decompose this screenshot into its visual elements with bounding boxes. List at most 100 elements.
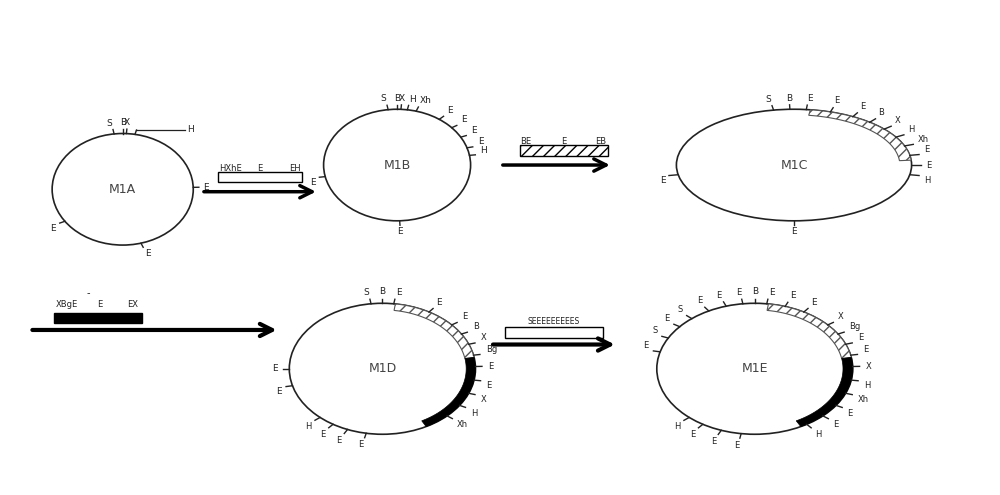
Text: M1E: M1E bbox=[742, 362, 768, 375]
Bar bbox=[54, 312, 142, 323]
Text: E: E bbox=[462, 312, 467, 321]
Text: E: E bbox=[833, 420, 838, 430]
Text: E: E bbox=[320, 430, 325, 439]
Text: E: E bbox=[471, 126, 477, 135]
Text: S: S bbox=[381, 95, 386, 103]
Text: X: X bbox=[481, 333, 486, 342]
Text: E: E bbox=[488, 362, 493, 371]
Text: HXhE: HXhE bbox=[219, 164, 241, 173]
Text: E: E bbox=[358, 440, 363, 449]
Text: E: E bbox=[257, 164, 263, 173]
Text: E: E bbox=[397, 227, 403, 236]
Text: SEEEEEEEEES: SEEEEEEEEES bbox=[528, 317, 580, 326]
Text: E: E bbox=[461, 115, 467, 124]
Text: E: E bbox=[436, 297, 442, 306]
Text: EX: EX bbox=[128, 300, 139, 309]
Text: H: H bbox=[674, 422, 680, 431]
Text: X: X bbox=[124, 118, 130, 127]
Text: Bg: Bg bbox=[849, 322, 861, 331]
Bar bbox=[520, 145, 608, 156]
Text: H: H bbox=[908, 125, 914, 134]
Text: E: E bbox=[561, 137, 566, 146]
Polygon shape bbox=[796, 357, 853, 427]
Text: E: E bbox=[811, 297, 817, 306]
Text: S: S bbox=[766, 95, 771, 104]
Text: B: B bbox=[379, 287, 385, 297]
Text: B: B bbox=[786, 94, 793, 103]
Text: E: E bbox=[858, 333, 863, 342]
Text: E: E bbox=[791, 227, 797, 236]
Text: Xh: Xh bbox=[420, 97, 432, 105]
Text: E: E bbox=[790, 291, 795, 300]
Text: X: X bbox=[865, 362, 871, 371]
Text: E: E bbox=[486, 381, 492, 390]
Text: H: H bbox=[815, 430, 821, 439]
Text: X: X bbox=[399, 94, 405, 103]
Text: E: E bbox=[860, 102, 865, 111]
Bar bbox=[218, 172, 302, 183]
Text: H: H bbox=[924, 176, 930, 185]
Text: B: B bbox=[878, 108, 884, 117]
Bar bbox=[505, 327, 603, 338]
Text: E: E bbox=[50, 224, 56, 233]
Text: E: E bbox=[337, 436, 342, 445]
Text: M1A: M1A bbox=[109, 183, 136, 196]
Text: E: E bbox=[664, 314, 670, 323]
Text: E: E bbox=[847, 409, 853, 418]
Text: M1D: M1D bbox=[368, 362, 397, 375]
Text: S: S bbox=[652, 327, 657, 336]
Text: E: E bbox=[769, 288, 774, 297]
Text: E: E bbox=[716, 291, 722, 299]
Text: E: E bbox=[643, 342, 649, 350]
Text: B: B bbox=[752, 287, 758, 297]
Text: E: E bbox=[203, 183, 209, 192]
Text: X: X bbox=[481, 396, 486, 404]
Text: S: S bbox=[363, 288, 369, 297]
Text: E: E bbox=[310, 178, 315, 187]
Text: E: E bbox=[835, 97, 840, 105]
Polygon shape bbox=[394, 304, 474, 358]
Text: E: E bbox=[98, 300, 103, 309]
Text: Xh: Xh bbox=[858, 396, 869, 404]
Text: E: E bbox=[276, 387, 281, 396]
Text: E: E bbox=[697, 297, 702, 305]
Text: H: H bbox=[471, 408, 477, 418]
Text: -: - bbox=[87, 289, 90, 298]
Text: Bg: Bg bbox=[486, 345, 497, 354]
Text: E: E bbox=[660, 176, 665, 185]
Text: E: E bbox=[272, 364, 278, 373]
Text: X: X bbox=[895, 116, 900, 125]
Text: B: B bbox=[120, 118, 126, 127]
Text: M1B: M1B bbox=[383, 158, 411, 172]
Text: XBgE: XBgE bbox=[56, 300, 78, 309]
Text: M1C: M1C bbox=[780, 158, 808, 172]
Text: E: E bbox=[478, 138, 483, 147]
Text: Xh: Xh bbox=[918, 135, 929, 144]
Text: E: E bbox=[924, 145, 929, 154]
Text: EH: EH bbox=[289, 164, 301, 173]
Text: E: E bbox=[734, 441, 739, 449]
Polygon shape bbox=[809, 110, 911, 161]
Text: E: E bbox=[690, 430, 695, 439]
Text: E: E bbox=[863, 345, 868, 354]
Text: E: E bbox=[396, 288, 401, 297]
Text: S: S bbox=[678, 305, 683, 314]
Text: H: H bbox=[187, 125, 194, 135]
Text: H: H bbox=[480, 146, 487, 154]
Text: E: E bbox=[736, 288, 741, 297]
Text: X: X bbox=[838, 312, 844, 321]
Text: B: B bbox=[394, 94, 400, 103]
Text: S: S bbox=[106, 119, 112, 128]
Polygon shape bbox=[767, 304, 851, 358]
Text: Xh: Xh bbox=[457, 420, 468, 429]
Text: H: H bbox=[409, 95, 416, 103]
Text: H: H bbox=[305, 422, 311, 431]
Text: E: E bbox=[447, 106, 453, 115]
Polygon shape bbox=[422, 357, 475, 427]
Text: E: E bbox=[808, 94, 813, 103]
Text: H: H bbox=[864, 381, 870, 390]
Text: E: E bbox=[926, 160, 931, 169]
Text: E: E bbox=[145, 249, 150, 258]
Text: B: B bbox=[473, 322, 479, 331]
Text: E: E bbox=[711, 437, 716, 446]
